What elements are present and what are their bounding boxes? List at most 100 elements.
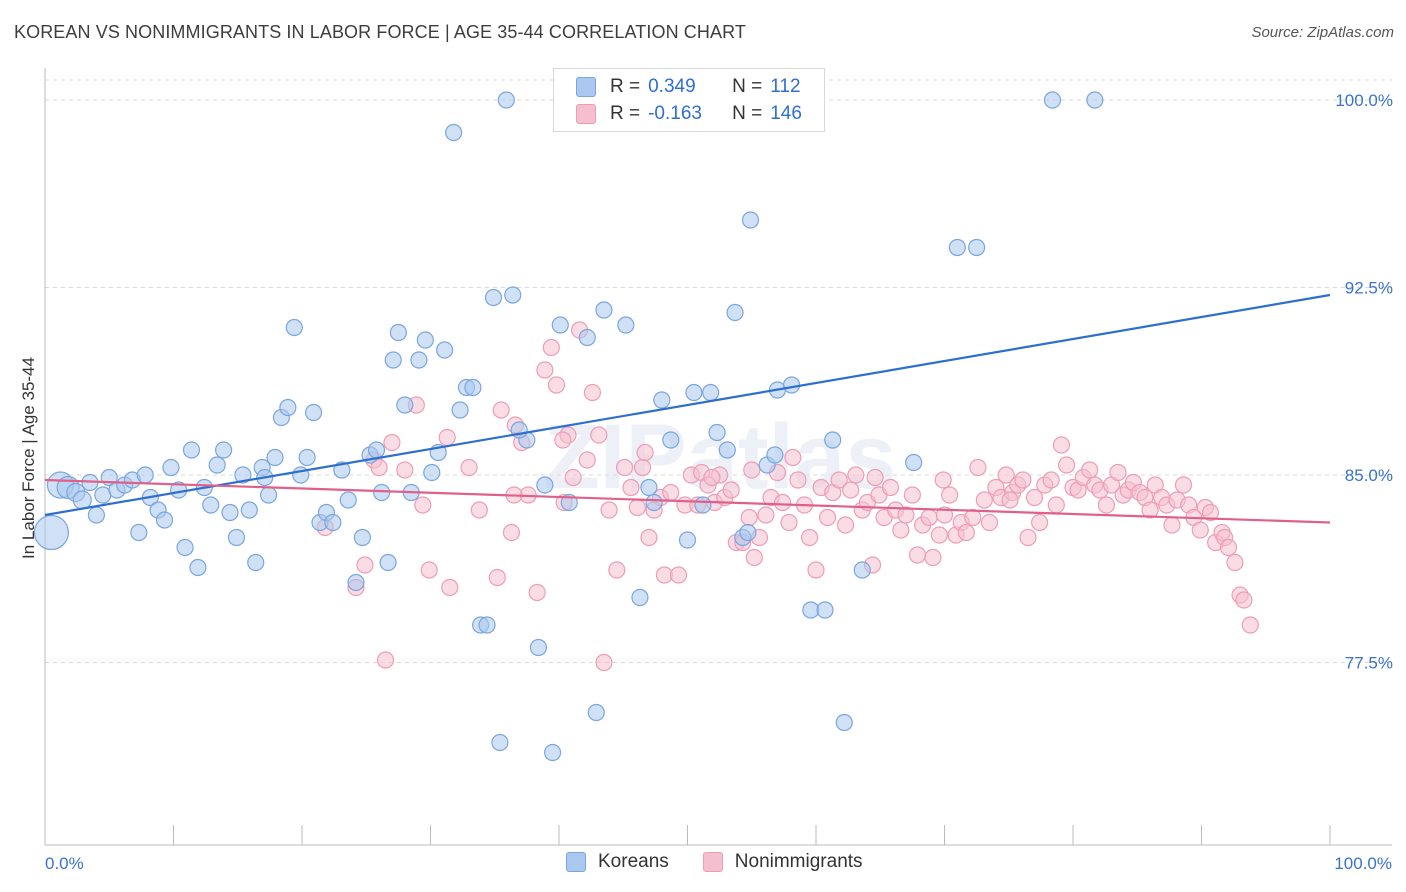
correlation-legend: R = 0.349 N = 112 R = -0.163 N = 146 (553, 68, 825, 132)
y-tick-label: 77.5% (1345, 654, 1393, 673)
legend-item-nonimmigrants[interactable]: Nonimmigrants (702, 851, 863, 873)
koreans-point (853, 561, 871, 579)
koreans-point (221, 503, 239, 522)
y-tick-label: 85.0% (1345, 466, 1393, 485)
nonimmigrants-point (1047, 496, 1065, 514)
nonimmigrants-point (1057, 456, 1076, 474)
nonimmigrants-point (376, 651, 395, 669)
nonimmigrants-point (492, 401, 510, 419)
nonimmigrants-point (578, 451, 596, 469)
koreans-point (379, 553, 397, 572)
nonimmigrants-legend-swatch (702, 852, 723, 872)
legend-r-value: -0.163 (648, 103, 702, 124)
koreans-point (72, 490, 92, 510)
nonimmigrants-point (1042, 471, 1060, 489)
koreans-point (367, 441, 386, 459)
nonimmigrants-point (1019, 528, 1037, 547)
koreans-point (162, 458, 180, 477)
legend-n-value: 146 (770, 103, 802, 124)
nonimmigrants-point (636, 443, 654, 462)
nonimmigrants-point (554, 431, 572, 449)
koreans-point (948, 238, 966, 257)
koreans-point (617, 316, 635, 334)
koreans-point (739, 523, 757, 542)
koreans-point (353, 528, 371, 547)
koreans-point (234, 466, 252, 484)
nonimmigrants-point (441, 578, 459, 597)
nonimmigrants-point (908, 546, 927, 564)
koreans-legend-label: Koreans (598, 851, 669, 872)
koreans-point (396, 396, 414, 414)
nonimmigrants-swatch (576, 104, 596, 124)
koreans-point (304, 403, 323, 422)
koreans-point (130, 523, 148, 542)
koreans-point (478, 616, 496, 634)
koreans-point (202, 496, 220, 514)
koreans-point (678, 531, 697, 549)
legend-n-value: 112 (770, 76, 801, 97)
x-tick-label: 100.0% (1334, 854, 1392, 873)
nonimmigrants-point (780, 513, 798, 532)
koreans-point (189, 558, 207, 577)
koreans-point (708, 423, 726, 442)
nonimmigrants-point (528, 583, 546, 602)
nonimmigrants-trend-line (44, 478, 1331, 524)
nonimmigrants-point (383, 433, 401, 452)
koreans-legend-swatch (566, 852, 586, 872)
koreans-point (1043, 91, 1062, 109)
koreans-point (373, 483, 391, 502)
nonimmigrants-point (600, 501, 618, 519)
koreans-point (587, 703, 605, 722)
grid-layer (45, 79, 1392, 663)
tick-labels: 77.5% 85.0% 92.5% 100.0% 0.0% 100.0% (45, 91, 1393, 873)
nonimmigrants-point (773, 493, 792, 512)
nonimmigrants-point (583, 383, 602, 402)
legend-row-koreans: R = 0.349 N = 112 (576, 75, 801, 99)
koreans-point (410, 351, 428, 369)
koreans-point (182, 441, 201, 459)
nonimmigrants-point (980, 513, 999, 532)
koreans-point (835, 713, 853, 732)
nonimmigrants-point (881, 478, 900, 497)
koreans-point (339, 491, 357, 509)
koreans-point (662, 431, 680, 449)
koreans-point (451, 401, 469, 419)
y-tick-label: 92.5% (1345, 279, 1393, 298)
nonimmigrants-point (1219, 538, 1238, 557)
koreans-point (324, 513, 342, 532)
nonimmigrants-point (622, 478, 640, 497)
koreans-point (782, 376, 801, 394)
nonimmigrants-point (892, 521, 910, 539)
nonimmigrants-point (1201, 503, 1220, 522)
koreans-point (464, 378, 482, 397)
legend-item-koreans[interactable]: Koreans (566, 851, 669, 873)
nonimmigrants-point (1163, 516, 1181, 534)
koreans-point (215, 441, 233, 459)
nonimmigrants-point (934, 471, 952, 489)
koreans-point (595, 301, 613, 319)
legend-n-label: N = (732, 76, 763, 97)
nonimmigrants-point (1109, 463, 1127, 482)
nonimmigrants-point (941, 486, 959, 504)
nonimmigrants-point (356, 556, 374, 574)
koreans-point (176, 538, 194, 557)
nonimmigrants-point (1191, 521, 1209, 539)
nonimmigrants-point (1014, 471, 1032, 489)
koreans-point (208, 456, 226, 474)
nonimmigrants-point (1226, 553, 1244, 572)
nonimmigrants-point (420, 561, 438, 579)
koreans-point (155, 511, 174, 529)
koreans-point (968, 238, 986, 257)
nonimmigrants-point (842, 481, 860, 499)
nonimmigrants-point (975, 491, 993, 509)
nonimmigrants-point (1097, 496, 1116, 514)
nonimmigrants-point (590, 426, 608, 444)
koreans-point (1086, 91, 1104, 109)
koreans-point (504, 286, 522, 304)
nonimmigrants-point (628, 498, 646, 517)
koreans-point (551, 316, 569, 334)
nonimmigrants-point (757, 506, 775, 524)
nonimmigrants-point (818, 508, 837, 527)
nonimmigrants-point (396, 461, 414, 479)
